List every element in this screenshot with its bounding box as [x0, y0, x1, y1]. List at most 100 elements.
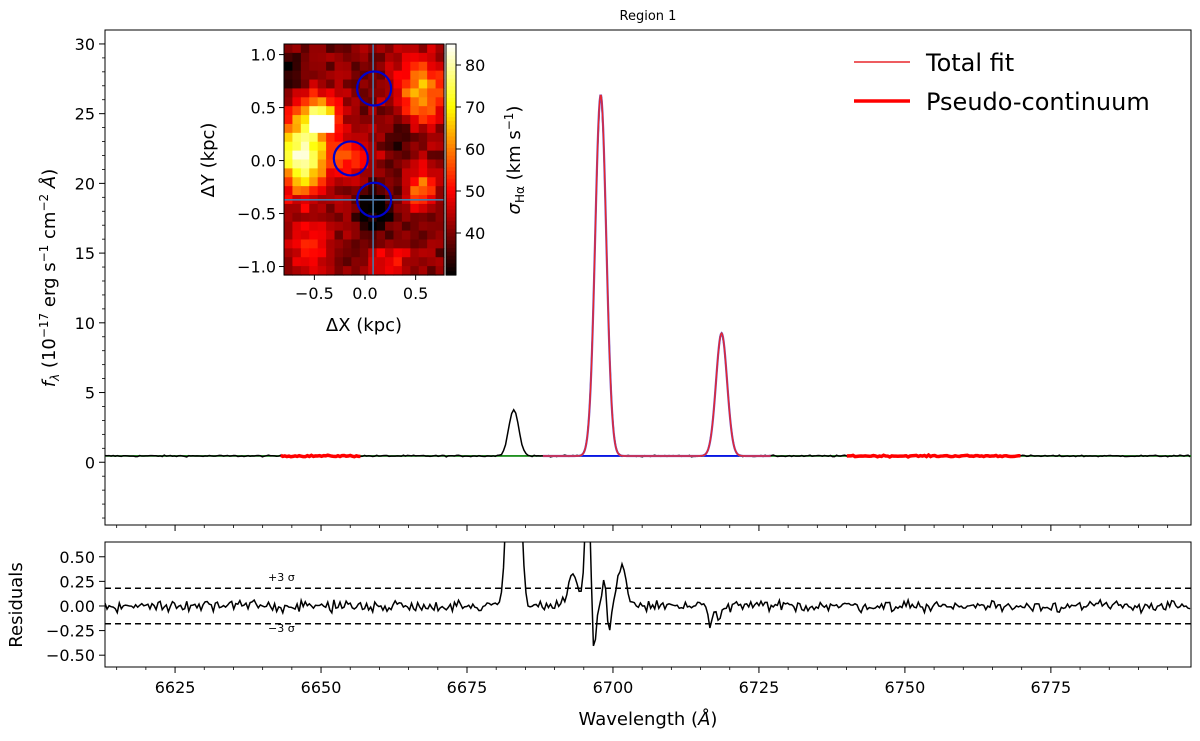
heatmap-cell [342, 266, 352, 276]
heatmap-cell [326, 44, 336, 54]
heatmap-cell [309, 168, 319, 178]
heatmap-cell [435, 266, 445, 276]
heatmap-cell [292, 239, 302, 249]
heatmap-cell [284, 79, 294, 90]
heatmap-cell [334, 132, 344, 143]
heatmap-cell [284, 106, 294, 116]
heatmap-cell [376, 266, 386, 276]
colorbar-segment [446, 109, 456, 114]
colorbar-segment [446, 224, 456, 230]
heatmap-cell [435, 186, 445, 196]
heatmap-cell [385, 123, 395, 134]
heatmap-cell [300, 61, 310, 72]
heatmap-cell [385, 115, 395, 125]
heatmap-cell [284, 230, 294, 241]
heatmap-cell [359, 150, 369, 161]
inset-colorbar: 40 50 60 70 80 [445, 43, 485, 276]
heatmap-cell [309, 141, 319, 152]
heatmap-cell [309, 70, 319, 81]
heatmap-cell [317, 203, 327, 214]
main-y-ticks: 0 5 10 15 20 25 30 [75, 35, 105, 519]
heatmap-cell [427, 52, 437, 63]
heatmap-cell [317, 79, 327, 90]
heatmap-cell [385, 159, 395, 169]
main-y-axis-label: fλ (10−17 erg s−1 cm−2 Å) [37, 169, 62, 388]
heatmap-cell [309, 186, 319, 196]
heatmap-cell [326, 257, 336, 267]
heatmap-cell [418, 230, 428, 241]
heatmap-cell [401, 115, 411, 125]
heatmap-cell [359, 257, 369, 267]
heatmap-cell [410, 88, 420, 98]
heatmap-cell [309, 177, 319, 187]
heatmap-cell [326, 168, 336, 178]
heatmap-cell [351, 203, 361, 214]
heatmap-cell [376, 79, 386, 90]
heatmap-cell [284, 221, 294, 232]
heatmap-cell [376, 230, 386, 241]
heatmap-cell [309, 159, 319, 169]
heatmap-cell [284, 150, 294, 161]
heatmap-cell [359, 221, 369, 232]
heatmap-cell [418, 248, 428, 258]
heatmap-cell [317, 186, 327, 196]
heatmap-cell [317, 248, 327, 258]
heatmap-cell [342, 88, 352, 98]
heatmap-cell [342, 248, 352, 258]
heatmap-cell [435, 61, 445, 72]
heatmap-cell [284, 88, 294, 98]
heatmap-cell [342, 115, 352, 125]
heatmap-cell [427, 141, 437, 152]
heatmap-cell [326, 230, 336, 241]
main-panel: 0 5 10 15 20 25 30 fλ (10−17 erg s−1 cm−2 Å) [37, 29, 1192, 531]
heatmap-cell [393, 141, 403, 152]
heatmap-cell [376, 88, 386, 98]
heatmap-cell [401, 230, 411, 241]
main-y-tick-label: 20 [75, 174, 95, 193]
heatmap-cell [393, 266, 403, 276]
heatmap-cell [292, 123, 302, 134]
heatmap-cell [342, 52, 352, 63]
colorbar-segment [446, 167, 456, 172]
heatmap-cell [393, 239, 403, 249]
heatmap-cell [292, 257, 302, 267]
colorbar-segment [446, 151, 456, 157]
heatmap-cell [427, 44, 437, 54]
residual-line [105, 542, 1191, 647]
colorbar-segment [446, 86, 456, 91]
heatmap-cell [427, 186, 437, 196]
heatmap-cell [300, 44, 310, 54]
heatmap-cell [309, 203, 319, 214]
heatmap-cell [309, 61, 319, 72]
heatmap-cell [376, 257, 386, 267]
residual-y-tick-label: 0.50 [59, 548, 95, 567]
heatmap-cell [334, 61, 344, 72]
colorbar-segment [446, 186, 456, 191]
residual-plot-area [105, 542, 1191, 647]
heatmap-cell [342, 123, 352, 134]
colorbar-segment [446, 67, 456, 72]
heatmap-cell [427, 70, 437, 81]
heatmap-cell [300, 106, 310, 116]
heatmap-cell [401, 150, 411, 161]
heatmap-cell [418, 177, 428, 187]
heatmap-cell [410, 257, 420, 267]
main-y-tick-label: 25 [75, 105, 95, 124]
heatmap-cell [334, 52, 344, 63]
heatmap-cell [385, 97, 395, 107]
heatmap-cell [435, 52, 445, 63]
inset-frame [283, 43, 445, 276]
heatmap-cell [410, 150, 420, 161]
heatmap-cell [292, 168, 302, 178]
residual-y-axis-label: Residuals [6, 562, 27, 647]
colorbar-segment [446, 74, 456, 80]
heatmap-cell [284, 203, 294, 214]
heatmap-cell [427, 212, 437, 223]
heatmap-cell [427, 132, 437, 143]
heatmap-cell [393, 221, 403, 232]
heatmap-cell [351, 266, 361, 276]
heatmap-cell [351, 52, 361, 63]
heatmap-cell [385, 70, 395, 81]
heatmap-cell [418, 186, 428, 196]
colorbar-tick-label: 40 [465, 224, 485, 243]
